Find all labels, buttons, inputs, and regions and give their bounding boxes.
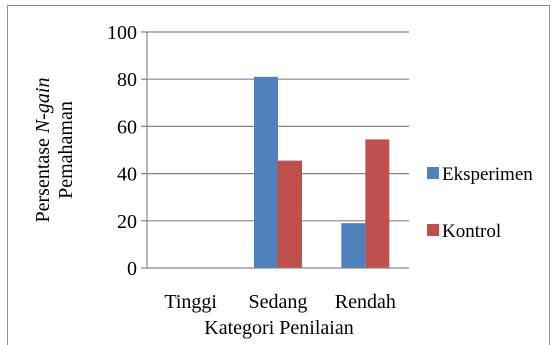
y-tick-label-60: 60 [117, 116, 137, 138]
x-tick-label-tinggi: Tinggi [164, 291, 217, 313]
bar-kontrol-sedang [278, 160, 302, 268]
y-axis-title-italic: N-gain [32, 78, 54, 135]
bar-kontrol-rendah [365, 139, 390, 268]
y-tick-label-40: 40 [117, 164, 137, 186]
legend-label-eksperimen: Eksperimen [442, 164, 533, 185]
y-tick-label-100: 100 [107, 22, 137, 44]
x-axis-title: Kategori Penilaian [204, 317, 353, 339]
tick-labels: 0 20 40 60 80 100 Tinggi Sedang Rendah [107, 22, 396, 313]
y-tick-label-20: 20 [117, 211, 137, 233]
axes [141, 31, 409, 269]
bars [254, 76, 390, 268]
legend: Eksperimen Kontrol [427, 164, 533, 242]
bar-eksperimen-sedang [254, 76, 278, 268]
legend-swatch-kontrol [427, 224, 439, 236]
y-tick-label-80: 80 [117, 69, 137, 91]
y-axis-title-prefix: Persentase [32, 133, 54, 222]
legend-label-kontrol: Kontrol [442, 221, 501, 242]
legend-swatch-eksperimen [427, 167, 439, 179]
y-axis-title-line-1: Persentase N-gain [32, 78, 54, 223]
y-axis-title-line-2: Pemahaman [55, 101, 77, 199]
x-tick-label-rendah: Rendah [335, 291, 396, 313]
bar-eksperimen-rendah [341, 223, 366, 268]
x-tick-label-sedang: Sedang [249, 291, 308, 313]
y-tick-label-0: 0 [127, 258, 137, 280]
